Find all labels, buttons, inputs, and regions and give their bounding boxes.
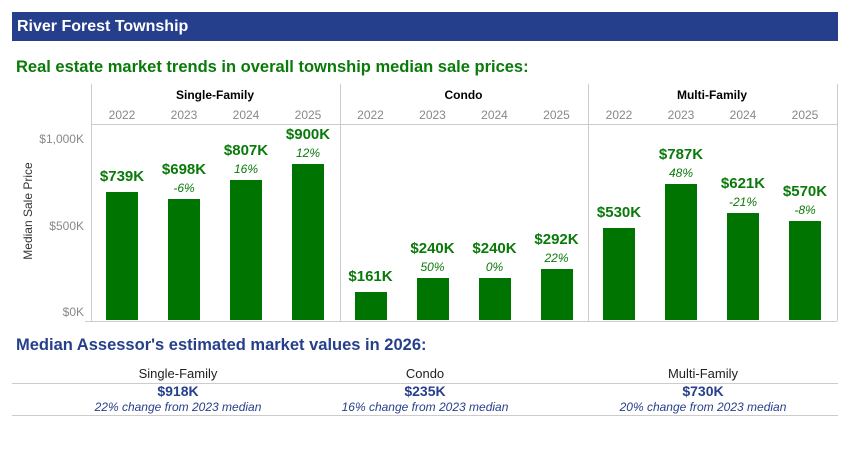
divider: [12, 383, 838, 384]
bar: [603, 228, 635, 320]
bar: [478, 278, 511, 320]
bar-value-label: $900K: [285, 126, 331, 144]
page-title: River Forest Township: [12, 12, 838, 41]
y-tick-label: $500K: [49, 218, 84, 233]
year-label: 2023: [419, 108, 446, 122]
bar-value-label: $292K: [534, 231, 579, 249]
panel-title: Condo: [444, 88, 483, 102]
assessor-value: $730K: [682, 383, 724, 399]
bar-change-label: 22%: [544, 251, 569, 266]
bar-value-label: $530K: [596, 204, 642, 222]
y-tick-label: $0K: [62, 305, 84, 319]
year-label: 2025: [791, 108, 819, 122]
bar: [106, 192, 138, 320]
bar-value-label: $161K: [348, 268, 393, 286]
assessor-note: 20% change from 2023 median: [619, 400, 787, 414]
assessor-note: 16% change from 2023 median: [341, 400, 509, 414]
year-label: 2024: [232, 108, 260, 122]
assessor-value: $918K: [157, 383, 199, 399]
year-label: 2022: [357, 108, 384, 122]
bar: [727, 212, 759, 320]
bar: [789, 221, 821, 320]
chart-subtitle: Real estate market trends in overall tow…: [16, 58, 529, 76]
bar-change-label: 48%: [668, 165, 694, 180]
year-label: 2025: [543, 108, 570, 122]
divider: [12, 415, 838, 416]
bar-change-label: 16%: [233, 162, 259, 177]
bar: [168, 199, 200, 320]
bar-value-label: $807K: [223, 142, 269, 160]
bar-value-label: $698K: [161, 161, 207, 179]
year-label: 2023: [667, 108, 695, 122]
bar: [416, 278, 449, 320]
bar-value-label: $787K: [658, 145, 704, 163]
bar-value-label: $240K: [472, 240, 517, 258]
x-axis-line: [85, 321, 837, 322]
bar: [354, 292, 387, 320]
bar-change-label: -21%: [728, 194, 757, 209]
bar-change-label: -8%: [794, 203, 816, 218]
bar: [540, 269, 573, 320]
bar: [230, 180, 262, 320]
y-axis-label: Median Sale Price: [21, 162, 35, 260]
bar-value-label: $570K: [782, 183, 828, 201]
year-label: 2025: [294, 108, 322, 122]
bar-change-label: -6%: [173, 181, 195, 196]
panel-divider: [588, 84, 589, 321]
bar: [665, 183, 697, 320]
assessor-category: Single-Family: [138, 366, 218, 381]
year-label: 2023: [170, 108, 198, 122]
panel-divider: [91, 84, 92, 321]
bar-change-label: 12%: [295, 146, 321, 161]
bar-value-label: $739K: [99, 168, 145, 186]
year-label: 2024: [481, 108, 508, 122]
header-divider: [91, 124, 837, 125]
panel-divider: [339, 84, 341, 321]
y-tick-label: $1,000K: [39, 132, 84, 146]
panel-title: Multi-Family: [676, 88, 747, 102]
bar-change-label: 0%: [485, 260, 504, 275]
assessor-category: Condo: [405, 366, 445, 381]
assessor-value: $235K: [404, 383, 446, 399]
bar-chart: Median Sale Price $0K $500K $1,000K Single-…: [0, 84, 850, 324]
bar-change-label: 50%: [420, 260, 445, 275]
assessor-category: Multi-Family: [667, 366, 739, 381]
year-label: 2024: [729, 108, 757, 122]
panel-title: Single-Family: [175, 88, 255, 102]
year-label: 2022: [108, 108, 136, 122]
assessor-note: 22% change from 2023 median: [94, 400, 262, 414]
assessor-title: Median Assessor's estimated market value…: [16, 336, 427, 354]
year-label: 2022: [605, 108, 633, 122]
panel-divider: [836, 84, 838, 321]
bar-value-label: $621K: [720, 174, 766, 192]
bar: [292, 164, 324, 320]
bar-value-label: $240K: [410, 240, 455, 258]
